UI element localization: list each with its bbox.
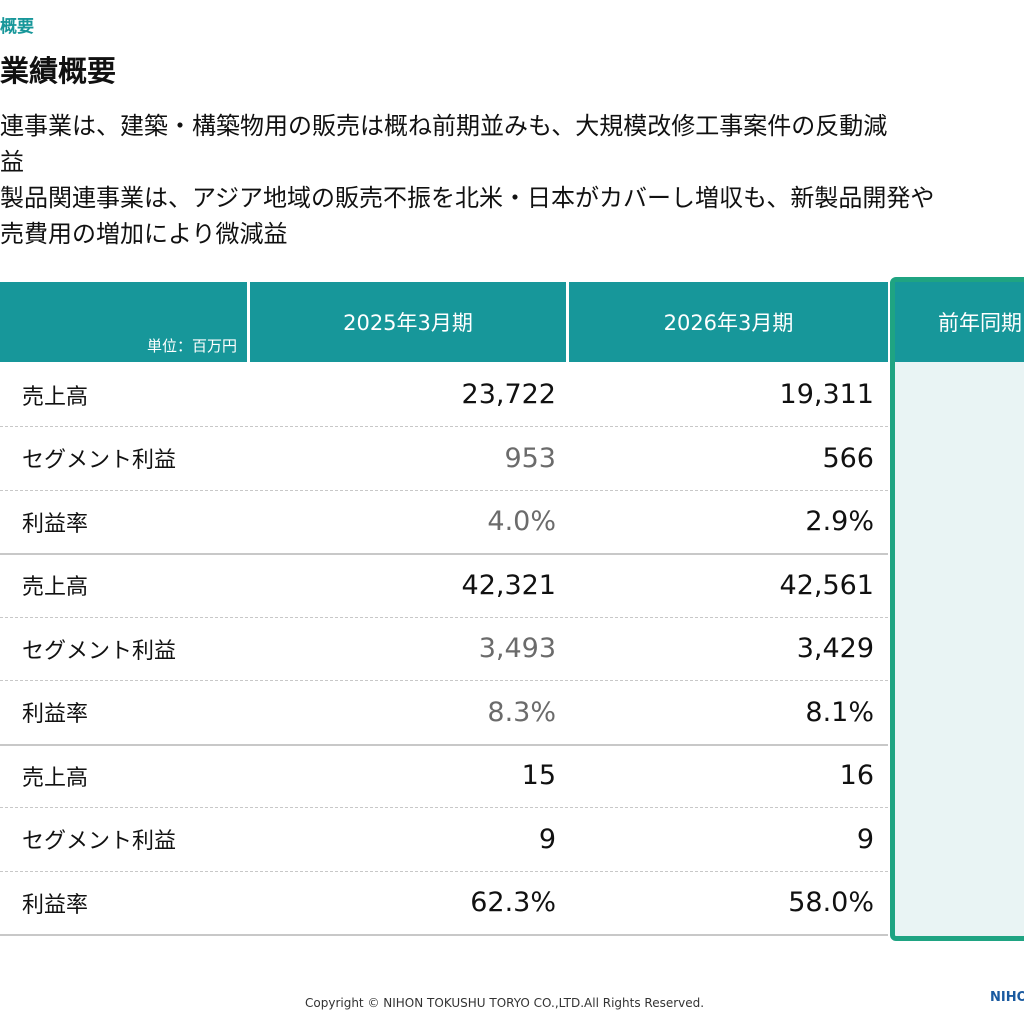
row-label: 売上高	[22, 384, 89, 410]
value-2026: 8.1%	[805, 696, 874, 728]
row-label: 売上高	[22, 575, 89, 600]
company-logo: NIHON	[990, 990, 1024, 1005]
table-row: 利益率 62.3% 58.0%	[0, 871, 888, 936]
table-row: 売上高 15 16	[0, 744, 888, 808]
value-2026: 2.9%	[805, 506, 874, 537]
value-2025: 15	[521, 760, 556, 791]
column-header-yoy: 前年同期	[938, 311, 1022, 335]
summary-text: 連事業は、建築・構築物用の販売は概ね前期並みも、大規模改修工事案件の反動減 益 …	[0, 108, 1024, 252]
row-label: 売上高	[22, 765, 89, 791]
row-label: 利益率	[22, 511, 89, 537]
table-row: セグメント利益 3,493 3,429	[0, 617, 888, 681]
value-2025: 23,722	[461, 379, 556, 410]
value-2025: 3,493	[478, 633, 556, 664]
row-label: セグメント利益	[22, 448, 177, 473]
column-header-2025: 2025年3月期	[250, 282, 566, 362]
row-label: セグメント利益	[22, 829, 177, 854]
value-2026: 3,429	[796, 633, 874, 664]
table-row: 売上高 23,722 19,311	[0, 363, 888, 427]
value-2025: 953	[504, 442, 556, 474]
column-header-2026: 2026年3月期	[569, 282, 888, 362]
value-2025: 4.0%	[487, 506, 556, 537]
table-row: 利益率 8.3% 8.1%	[0, 681, 888, 746]
value-2025: 62.3%	[470, 887, 556, 918]
summary-line: 連事業は、建築・構築物用の販売は概ね前期並みも、大規模改修工事案件の反動減	[0, 112, 888, 140]
summary-line: 売費用の増加により微減益	[0, 220, 288, 248]
summary-line: 製品関連事業は、アジア地域の販売不振を北米・日本がカバーし増収も、新製品開発や	[0, 184, 935, 212]
table-row: セグメント利益 9 9	[0, 808, 888, 872]
copyright: Copyright © NIHON TOKUSHU TORYO CO.,LTD.…	[305, 996, 705, 1010]
value-2026: 42,561	[779, 569, 874, 601]
value-2025: 42,321	[461, 569, 556, 601]
unit-label: 単位：百万円	[0, 282, 247, 362]
row-label: 利益率	[22, 702, 89, 727]
table-row: 利益率 4.0% 2.9%	[0, 490, 888, 555]
value-2025: 9	[538, 823, 556, 855]
value-2026: 58.0%	[788, 887, 874, 918]
page-title: 業績概要	[0, 54, 117, 88]
value-2026: 19,311	[779, 379, 874, 410]
summary-line: 益	[0, 148, 24, 176]
table-row: 売上高 42,321 42,561	[0, 554, 888, 618]
value-2026: 16	[839, 760, 874, 791]
value-2025: 8.3%	[487, 696, 556, 728]
yoy-highlight-column	[890, 277, 1024, 941]
row-label: セグメント利益	[22, 638, 177, 664]
row-label: 利益率	[22, 892, 89, 918]
yoy-header-fill	[895, 282, 1024, 362]
breadcrumb: 概要	[0, 17, 34, 37]
table-row: セグメント利益 953 566	[0, 427, 888, 491]
value-2026: 566	[822, 442, 874, 474]
value-2026: 9	[856, 823, 874, 855]
